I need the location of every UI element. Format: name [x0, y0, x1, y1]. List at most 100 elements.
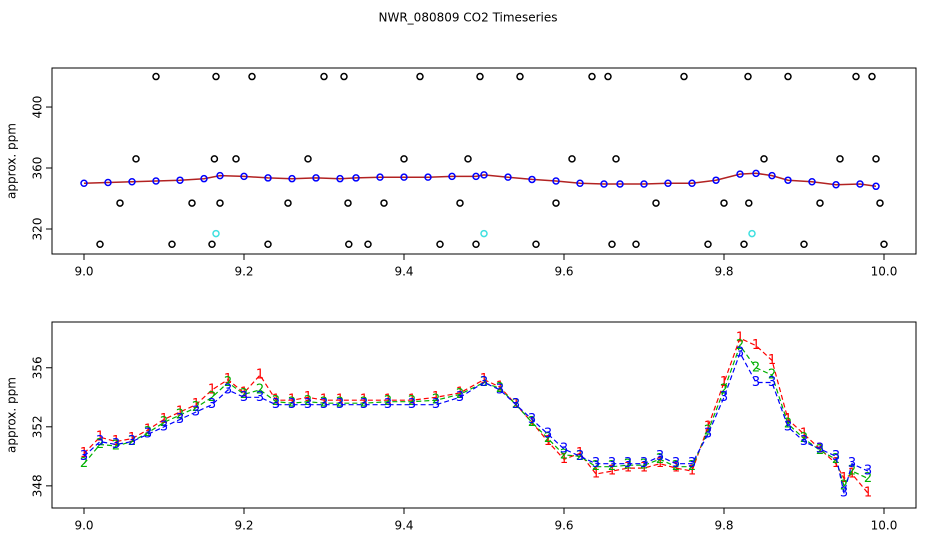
point — [284, 199, 292, 207]
point-symbol: 1 — [592, 467, 600, 482]
point-symbol: 3 — [560, 441, 568, 456]
point — [376, 173, 384, 181]
point-symbol: 2 — [576, 449, 584, 464]
point-symbol: 1 — [176, 405, 184, 420]
point-symbol: 3 — [176, 412, 184, 427]
point-symbol: 3 — [528, 412, 536, 427]
point-symbol: 3 — [608, 456, 616, 471]
point — [128, 177, 136, 186]
point — [212, 229, 220, 238]
point — [456, 199, 464, 207]
point-symbol: 3 — [592, 456, 600, 471]
point-symbol: 2 — [624, 458, 632, 473]
point — [400, 173, 408, 181]
point-symbol: 1 — [240, 385, 248, 400]
point-symbol: 3 — [768, 375, 776, 390]
point — [552, 199, 560, 207]
point-symbol: 2 — [304, 394, 312, 409]
point — [784, 176, 792, 184]
point-symbol: 1 — [360, 393, 368, 408]
point — [472, 240, 480, 248]
point — [344, 199, 352, 207]
point — [800, 240, 808, 248]
point-symbol: 2 — [288, 396, 296, 411]
point — [704, 240, 712, 248]
point-symbol: 1 — [528, 415, 536, 430]
point-symbol: 3 — [480, 375, 488, 390]
series-line — [83, 172, 877, 188]
point — [632, 240, 640, 248]
point-symbol: 1 — [640, 461, 648, 476]
point-symbol: 1 — [736, 331, 744, 346]
point — [720, 199, 728, 207]
point-symbol: 1 — [224, 372, 232, 387]
point-symbol: 3 — [144, 427, 152, 442]
point-symbol: 2 — [528, 415, 536, 430]
point — [416, 72, 424, 81]
point-symbol: 1 — [128, 431, 136, 446]
point-symbol: 2 — [768, 368, 776, 383]
point-symbol: 2 — [784, 416, 792, 431]
point-symbol: 2 — [720, 382, 728, 397]
point-symbol: 3 — [816, 441, 824, 456]
point-symbol: 3 — [128, 434, 136, 449]
point-symbol: 3 — [360, 397, 368, 412]
point — [760, 155, 768, 163]
point-symbol: 2 — [360, 396, 368, 411]
point — [240, 172, 248, 181]
point-symbol: 1 — [608, 464, 616, 479]
point-symbol: 2 — [128, 434, 136, 449]
point-symbol: 3 — [864, 464, 872, 479]
point-symbol: 2 — [640, 458, 648, 473]
point-symbol: 1 — [496, 379, 504, 394]
y-tick-label: 356 — [31, 356, 45, 379]
point — [852, 72, 860, 81]
point — [616, 180, 624, 188]
point-symbol: 1 — [384, 393, 392, 408]
x-tick-label: 9.4 — [394, 519, 413, 533]
point — [116, 199, 124, 207]
point-symbol: 3 — [320, 397, 328, 412]
point-symbol: 3 — [512, 397, 520, 412]
y-tick-label: 400 — [31, 96, 45, 119]
point-symbol: 1 — [144, 422, 152, 437]
point-symbol: 2 — [192, 400, 200, 415]
point-symbol: 1 — [272, 393, 280, 408]
point-symbol: 2 — [608, 459, 616, 474]
point-symbol: 2 — [752, 360, 760, 375]
point-symbol: 1 — [80, 446, 88, 461]
point-symbol: 2 — [224, 375, 232, 390]
point — [784, 72, 792, 81]
point-symbol: 3 — [752, 375, 760, 390]
point — [212, 72, 220, 81]
point-symbol: 2 — [656, 452, 664, 467]
point — [532, 240, 540, 248]
point-symbol: 2 — [688, 459, 696, 474]
point-symbol: 2 — [496, 381, 504, 396]
series-line — [83, 351, 869, 494]
point — [200, 174, 208, 183]
point — [832, 181, 840, 189]
point-symbol: 1 — [256, 368, 264, 383]
x-tick-label: 9.8 — [714, 519, 733, 533]
point — [680, 72, 688, 81]
point-symbol: 3 — [496, 382, 504, 397]
x-tick-label: 9.2 — [234, 265, 253, 279]
point — [612, 155, 620, 163]
x-tick-label: 10.0 — [871, 519, 898, 533]
point — [872, 182, 880, 191]
point-symbol: 3 — [272, 397, 280, 412]
point — [688, 179, 696, 188]
point — [400, 155, 408, 163]
point — [736, 170, 744, 178]
point-symbol: 3 — [112, 437, 120, 452]
point — [476, 72, 484, 81]
point — [664, 179, 672, 188]
point-symbol: 1 — [304, 390, 312, 405]
point-symbol: 3 — [544, 427, 552, 442]
point-symbol: 2 — [176, 408, 184, 423]
point — [748, 229, 756, 238]
